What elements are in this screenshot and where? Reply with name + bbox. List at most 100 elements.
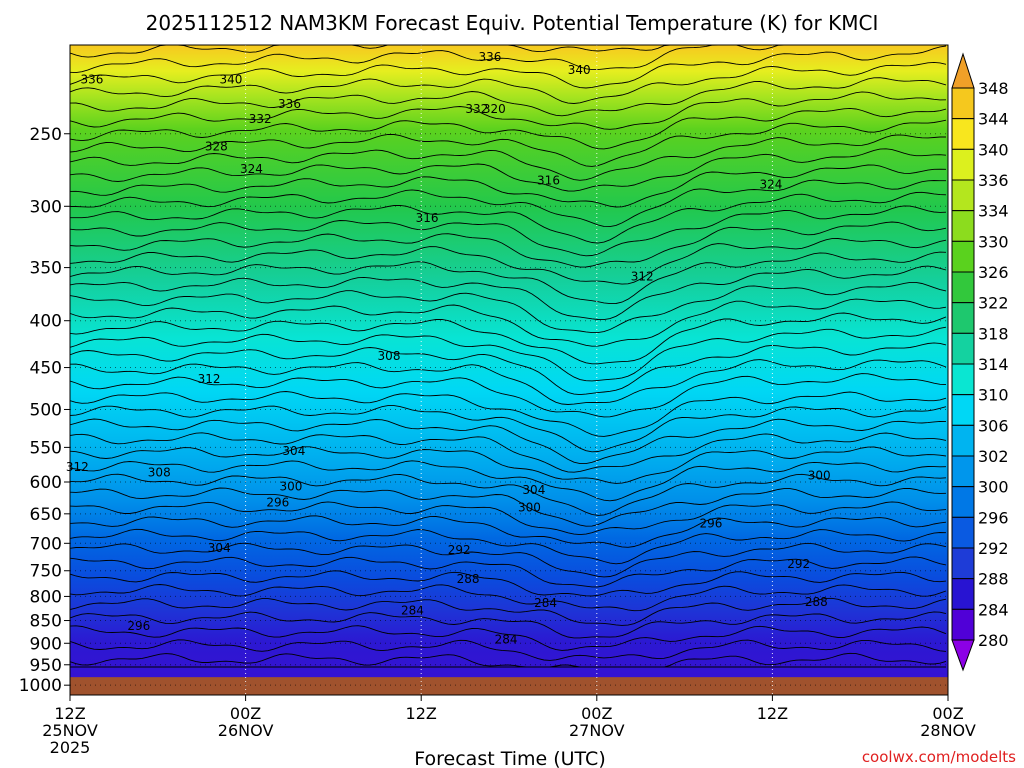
contour-label: 336 — [80, 72, 103, 86]
colorbar-segment — [951, 363, 975, 396]
contour-line — [70, 119, 947, 167]
contour-line — [70, 625, 947, 651]
y-tick-label: 550 — [30, 438, 62, 458]
y-tick-label: 350 — [30, 259, 62, 279]
contour-line — [70, 501, 947, 536]
colorbar-label: 284 — [978, 600, 1009, 619]
contour-line — [70, 515, 947, 548]
contour-label: 340 — [220, 72, 243, 86]
y-tick-label: 600 — [30, 473, 62, 493]
y-tick-label: 750 — [30, 562, 62, 582]
contour-line — [70, 556, 947, 588]
colorbar-label: 302 — [978, 447, 1009, 466]
contour-line — [70, 61, 947, 104]
y-tick-label: 450 — [30, 359, 62, 379]
contour-line — [70, 265, 947, 321]
colorbar-label: 288 — [978, 570, 1009, 589]
contour-line — [70, 391, 947, 437]
contour-label: 300 — [518, 501, 541, 515]
contour-line — [70, 487, 947, 527]
colorbar-segment — [951, 486, 975, 518]
contour-label: 312 — [631, 270, 654, 284]
x-tick-label: 25NOV — [42, 721, 98, 740]
colorbar-segment — [951, 516, 975, 549]
plot-frame — [69, 44, 949, 696]
colorbar-bottom-arrow — [951, 639, 975, 672]
x-tick-label: 00Z — [932, 704, 963, 723]
contour-lines — [70, 45, 947, 668]
contour-label: 332 — [249, 112, 272, 126]
y-axis: 2503003504004505005506006507007508008509… — [19, 125, 70, 696]
y-tick-label: 700 — [30, 534, 62, 554]
contour-line — [70, 164, 947, 208]
y-tick-label: 900 — [30, 634, 62, 654]
contour-label: 304 — [208, 541, 231, 555]
contour-line — [70, 134, 946, 181]
colorbar-label: 344 — [978, 110, 1009, 129]
contour-label: 328 — [205, 139, 228, 153]
contour-label: 324 — [759, 177, 782, 191]
x-tick-label: 26NOV — [218, 721, 274, 740]
contour-label: 312 — [198, 372, 221, 386]
contour-label: 296 — [699, 517, 722, 531]
colorbar-label: 292 — [978, 539, 1009, 558]
contour-line — [70, 326, 947, 382]
contour-label: 324 — [240, 162, 263, 176]
x-axis-title: Forecast Time (UTC) — [414, 748, 605, 768]
colorbar-segment — [951, 332, 975, 365]
contour-label: 332 — [465, 102, 488, 116]
contour-label: 300 — [280, 480, 303, 494]
colorbar-segment — [951, 118, 975, 150]
colorbar-label: 314 — [978, 355, 1009, 374]
plot-area — [70, 45, 948, 695]
colorbar-segment — [951, 87, 975, 120]
contour-label: 312 — [66, 460, 89, 474]
colorbar-segment — [951, 578, 975, 610]
contour-label: 304 — [282, 444, 305, 458]
colorbar-label: 330 — [978, 232, 1009, 251]
y-tick-label: 500 — [30, 400, 62, 420]
contour-line — [70, 542, 947, 578]
contour-line — [70, 205, 947, 257]
contour-line — [70, 460, 947, 502]
contour-label: 292 — [787, 557, 810, 571]
contour-label: 296 — [266, 496, 289, 510]
x-tick-label: 2025 — [50, 738, 91, 757]
y-tick-label: 250 — [30, 125, 62, 145]
colorbar-label: 306 — [978, 416, 1009, 435]
contour-line — [70, 281, 947, 334]
colorbar-label: 296 — [978, 508, 1009, 527]
y-tick-label: 650 — [30, 505, 62, 525]
contour-line — [70, 312, 947, 365]
contour-label: 320 — [483, 102, 506, 116]
contour-label: 300 — [808, 468, 831, 482]
y-tick-label: 850 — [30, 612, 62, 632]
colorbar-label: 336 — [978, 171, 1009, 190]
contour-label: 340 — [568, 63, 591, 77]
contour-label: 304 — [522, 483, 545, 497]
contour-line — [70, 405, 947, 453]
contour-line — [70, 45, 947, 89]
colorbar-segment — [951, 148, 975, 181]
contour-line — [70, 373, 947, 418]
colorbar-label: 322 — [978, 294, 1009, 313]
x-tick-label: 00Z — [581, 704, 612, 723]
colorbar-segment — [951, 210, 975, 242]
contour-line — [70, 45, 946, 74]
x-tick-label: 12Z — [757, 704, 788, 723]
y-tick-label: 400 — [30, 312, 62, 332]
colorbar-segment — [951, 394, 975, 426]
x-tick-label: 00Z — [230, 704, 261, 723]
y-tick-label: 300 — [30, 197, 62, 217]
colorbar-label: 318 — [978, 324, 1009, 343]
colorbar-segment — [951, 271, 975, 304]
contour-line — [70, 91, 947, 130]
colorbar-label: 326 — [978, 263, 1009, 282]
y-tick-label: 1000 — [19, 676, 62, 696]
contour-line — [70, 107, 947, 150]
contour-line — [70, 597, 947, 626]
colorbar-segment — [951, 179, 975, 212]
colorbar-label: 334 — [978, 202, 1009, 221]
contour-line — [70, 652, 947, 668]
